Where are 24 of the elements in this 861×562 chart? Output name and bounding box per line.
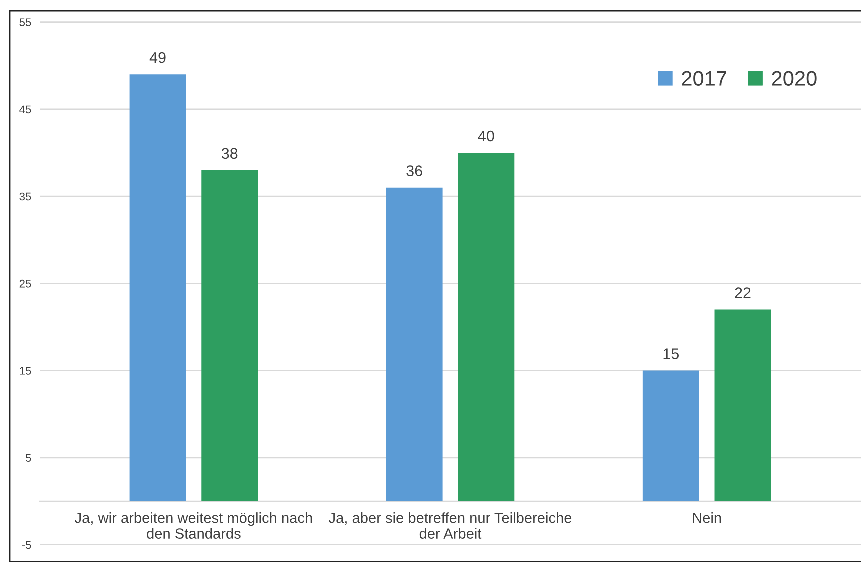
legend-label: 2017 — [682, 71, 726, 86]
bar — [130, 74, 186, 502]
bar — [386, 188, 443, 502]
x-tick-label: Ja, aber sie betreffen nur Teilbereiche der Arbeit — [328, 512, 572, 539]
data-label: 22 — [735, 288, 751, 298]
y-tick-label: -5 — [22, 541, 32, 550]
data-label: 49 — [150, 52, 166, 64]
bar — [642, 370, 700, 502]
bar — [202, 170, 258, 502]
legend-label: 2020 — [772, 71, 817, 86]
data-label: 38 — [222, 148, 238, 160]
x-tick-label: Ja, wir arbeiten weitest möglich nach den Standards — [75, 512, 312, 539]
data-label: 36 — [406, 166, 422, 176]
y-tick-label: 25 — [20, 280, 32, 288]
data-label: 40 — [478, 130, 494, 142]
bar — [458, 152, 515, 502]
x-tick-label: Nein — [693, 512, 722, 524]
data-label: 15 — [664, 348, 679, 360]
y-tick-label: 35 — [20, 192, 32, 201]
y-tick-label: 15 — [20, 367, 32, 375]
y-tick-label: 45 — [20, 106, 32, 114]
y-tick-label: 55 — [20, 18, 32, 26]
y-tick-label: 5 — [26, 454, 32, 462]
bar — [714, 310, 772, 502]
